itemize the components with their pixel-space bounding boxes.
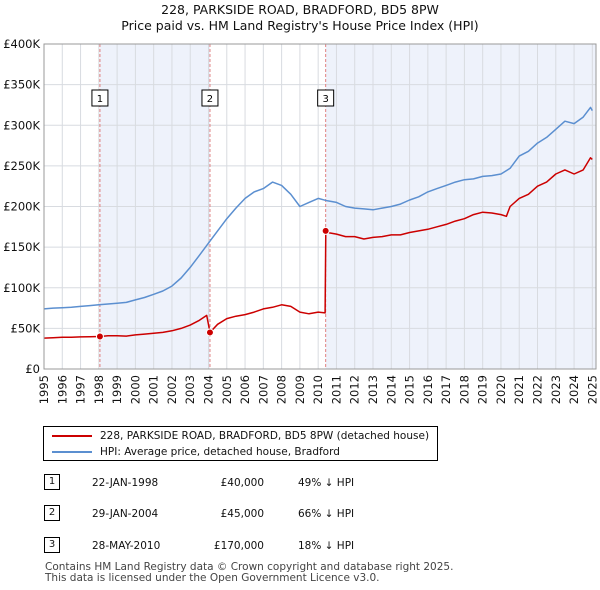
x-tick-label: 2011 [329, 375, 343, 404]
legend-label-hpi: HPI: Average price, detached house, Brad… [100, 446, 340, 458]
x-tick-label: 1999 [110, 375, 124, 404]
transaction-hpi-diff: 18% ↓ HPI [298, 540, 355, 552]
plot-border [43, 43, 597, 370]
legend: 228, PARKSIDE ROAD, BRADFORD, BD5 8PW (d… [43, 426, 438, 461]
x-tick-label: 2016 [421, 375, 435, 404]
x-tick-label: 2007 [256, 375, 270, 404]
x-tick-label: 2013 [366, 375, 380, 404]
transaction-marker: 3 [44, 537, 60, 553]
x-tick-label: 2021 [512, 375, 526, 404]
x-tick-label: 2005 [220, 375, 234, 404]
transaction-date: 29-JAN-2004 [92, 508, 159, 520]
sale-marker-frame [317, 89, 335, 107]
sale-point [321, 226, 330, 235]
footer-copyright: Contains HM Land Registry data © Crown c… [45, 561, 454, 573]
x-tick-label: 1998 [92, 375, 106, 404]
y-tick-label: £400K [3, 37, 40, 51]
transaction-hpi-diff: 66% ↓ HPI [298, 508, 355, 520]
x-tick-label: 2019 [476, 375, 490, 404]
x-tick-label: 2001 [147, 375, 161, 404]
sale-marker-label: 2 [207, 94, 213, 105]
y-tick-label: £250K [3, 159, 40, 173]
chart-subtitle: Price paid vs. HM Land Registry's House … [121, 18, 479, 33]
x-tick-label: 2004 [202, 375, 216, 404]
y-tick-label: £50K [11, 321, 41, 335]
x-tick-label: 1996 [55, 375, 69, 404]
chart-title: 228, PARKSIDE ROAD, BRADFORD, BD5 8PW [161, 2, 439, 17]
x-tick-label: 2008 [275, 375, 289, 404]
x-tick-label: 2024 [567, 375, 581, 404]
price-chart: £0 £50K £100K £150K £200K £250K £300K £350K £400… [3, 37, 599, 404]
x-tick-label: 2023 [549, 375, 563, 404]
table-row: 2 29-JAN-2004 £45,000 66% ↓ HPI [40, 504, 420, 524]
x-tick-label: 1997 [74, 375, 88, 404]
x-tick-label: 2025 [585, 375, 599, 404]
sale-point [95, 332, 104, 341]
x-tick-label: 2000 [128, 375, 142, 404]
x-tick-label: 2010 [311, 375, 325, 404]
sale-marker-box: 3 [317, 89, 335, 107]
y-tick-label: £0 [25, 362, 40, 376]
footer-licence: This data is licensed under the Open Gov… [45, 572, 380, 584]
x-tick-label: 2003 [183, 375, 197, 404]
series-line-hpi [43, 106, 593, 310]
sale-marker-label: 1 [97, 94, 103, 105]
y-tick-label: £150K [3, 240, 40, 254]
x-tick-label: 2012 [348, 375, 362, 404]
x-tick-label: 2006 [238, 375, 252, 404]
table-row: 3 28-MAY-2010 £170,000 18% ↓ HPI [40, 536, 420, 556]
transaction-marker: 2 [44, 505, 60, 521]
x-tick-label: 2018 [457, 375, 471, 404]
x-tick-label: 2009 [293, 375, 307, 404]
x-tick-label: 2002 [165, 375, 179, 404]
sale-marker-label: 3 [322, 94, 328, 105]
legend-item-hpi: HPI: Average price, detached house, Brad… [52, 444, 340, 460]
table-row: 1 22-JAN-1998 £40,000 49% ↓ HPI [40, 473, 420, 493]
transaction-price: £40,000 [220, 477, 264, 489]
series-line-property [43, 157, 593, 339]
x-tick-label: 2014 [384, 375, 398, 404]
legend-swatch-property [52, 435, 92, 437]
sale-marker-frame [91, 89, 109, 107]
x-tick-label: 2017 [439, 375, 453, 404]
x-tick-label: 1995 [37, 375, 51, 404]
sale-point [205, 328, 214, 337]
transaction-marker: 1 [44, 474, 60, 490]
y-tick-label: £200K [3, 200, 40, 214]
legend-label-property: 228, PARKSIDE ROAD, BRADFORD, BD5 8PW (d… [100, 430, 430, 442]
y-tick-label: £350K [3, 78, 40, 92]
x-tick-label: 2022 [531, 375, 545, 404]
transaction-price: £45,000 [220, 508, 264, 520]
transaction-price: £170,000 [213, 540, 264, 552]
sale-marker-box: 1 [91, 89, 109, 107]
y-tick-label: £100K [3, 281, 40, 295]
x-tick-label: 2015 [403, 375, 417, 404]
transaction-date: 22-JAN-1998 [92, 477, 159, 489]
sale-marker-frame [201, 89, 219, 107]
transaction-hpi-diff: 49% ↓ HPI [298, 477, 355, 489]
y-tick-label: £300K [3, 118, 40, 132]
legend-item-property: 228, PARKSIDE ROAD, BRADFORD, BD5 8PW (d… [52, 428, 429, 444]
legend-swatch-hpi [52, 451, 92, 453]
x-tick-label: 2020 [494, 375, 508, 404]
transaction-date: 28-MAY-2010 [92, 540, 161, 552]
sale-marker-box: 2 [201, 89, 219, 107]
